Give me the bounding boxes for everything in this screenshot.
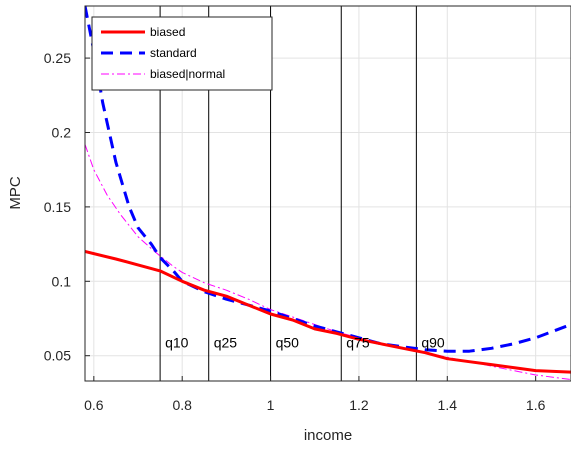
x-tick-label: 1.4 [438,397,458,413]
axes [84,5,571,382]
legend: biased standard biased|normal [91,16,273,91]
legend-label: standard [150,46,197,60]
y-tick-label: 0.25 [44,50,71,66]
x-tick-label: 0.8 [172,397,192,413]
series-line-standard [85,6,571,353]
x-tick-label: 1 [267,397,275,413]
quantile-label-q90: q90 [421,335,445,351]
quantile-label-q75: q75 [346,335,370,351]
legend-label: biased|normal [150,67,225,81]
x-tick-label: 1.6 [526,397,546,413]
series-line-biased [85,250,571,374]
series-lines [85,6,571,380]
quantile-label-q50: q50 [276,335,300,351]
y-tick-label: 0.05 [44,348,71,364]
y-tick-label: 0.15 [44,199,71,215]
x-tick-label: 0.6 [84,397,104,413]
legend-label: biased [150,25,185,39]
grid [85,6,571,381]
quantile-label-q10: q10 [165,335,189,351]
y-tick-label: 0.1 [52,273,72,289]
x-tick-label: 1.2 [349,397,369,413]
axes-box [84,5,571,382]
y-axis-label: MPC [7,176,24,210]
tick-labels: 0.6 0.8 1 1.2 1.4 1.6 0.05 0.1 0.15 0.2 0.25 [44,50,546,413]
x-axis-label: income [304,427,352,444]
y-tick-label: 0.2 [52,124,72,140]
quantile-labels: q10 q25 q50 q75 q90 [165,335,445,351]
quantile-label-q25: q25 [214,335,238,351]
